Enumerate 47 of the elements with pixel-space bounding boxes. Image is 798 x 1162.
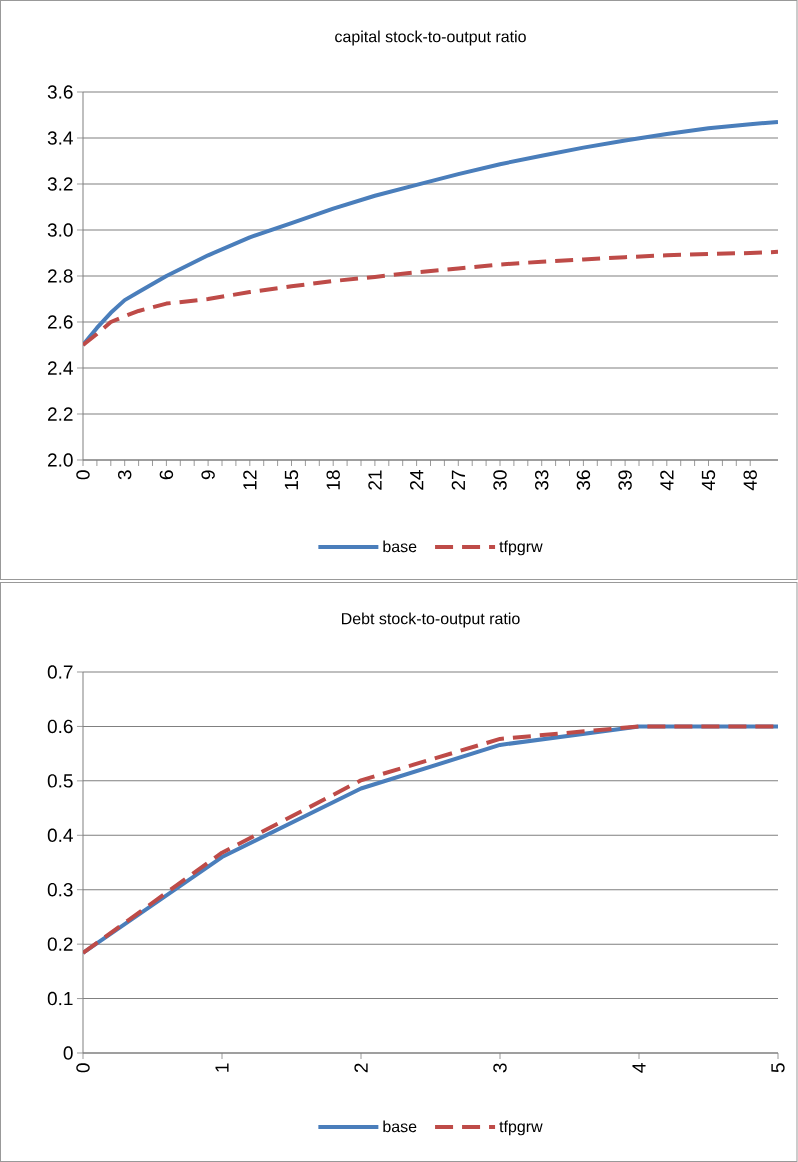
x-tick-label: 15: [284, 470, 299, 490]
y-tick-label: 0.6: [47, 719, 73, 734]
y-tick-label: 2.6: [48, 315, 73, 329]
chart-title: capital stock-to-output ratio: [335, 30, 526, 46]
x-tick-label: 12: [243, 470, 257, 490]
y-tick-label: 2.2: [48, 407, 73, 421]
y-tick-label: 2.8: [48, 269, 73, 283]
x-tick-label: 42: [660, 470, 674, 491]
legend-label: tfpgrw: [499, 540, 543, 556]
y-tick-label: 2.4: [48, 361, 73, 375]
x-tick-label: 3: [117, 470, 132, 480]
x-tick-label: 24: [409, 470, 424, 490]
x-tick-label: 6: [159, 470, 174, 480]
x-tick-label: 48: [743, 470, 757, 491]
legend-label: base: [383, 540, 417, 553]
x-tick-label: 3: [493, 1063, 507, 1073]
x-tick-label: 5: [771, 1063, 785, 1073]
y-tick-label: 3.6: [47, 85, 73, 99]
y-tick-label: 0: [63, 1046, 73, 1060]
x-tick-label: 36: [576, 470, 591, 490]
y-tick-label: 0.1: [47, 991, 73, 1006]
y-tick-label: 0.2: [47, 937, 73, 951]
x-tick-label: 45: [701, 470, 716, 491]
y-tick-label: 0.7: [47, 665, 73, 679]
x-tick-label: 33: [534, 470, 549, 490]
x-tick-label: 30: [493, 470, 507, 490]
x-tick-label: 39: [618, 470, 632, 490]
x-tick-label: 21: [368, 470, 382, 490]
x-tick-label: 0: [76, 470, 90, 480]
y-tick-label: 3.0: [47, 223, 73, 237]
y-tick-label: 2.0: [48, 453, 73, 467]
x-tick-label: 0: [76, 1063, 90, 1073]
y-tick-label: 0.5: [47, 774, 73, 788]
y-tick-label: 3.4: [47, 131, 73, 145]
chart-title: Debt stock-to-output ratio: [342, 612, 520, 628]
x-tick-label: 18: [326, 470, 340, 490]
x-tick-label: 4: [632, 1063, 646, 1073]
line-series: [83, 249, 779, 347]
legend-label: tfpgrw: [499, 1120, 543, 1136]
x-tick-label: 2: [354, 1063, 368, 1073]
x-tick-label: 9: [201, 470, 215, 480]
x-tick-label: 1: [215, 1063, 229, 1072]
legend-label: base: [383, 1120, 417, 1133]
y-tick-label: 0.4: [47, 828, 73, 843]
x-tick-label: 27: [451, 470, 465, 490]
y-tick-label: 3.2: [47, 177, 73, 191]
y-tick-label: 0.3: [47, 882, 73, 897]
